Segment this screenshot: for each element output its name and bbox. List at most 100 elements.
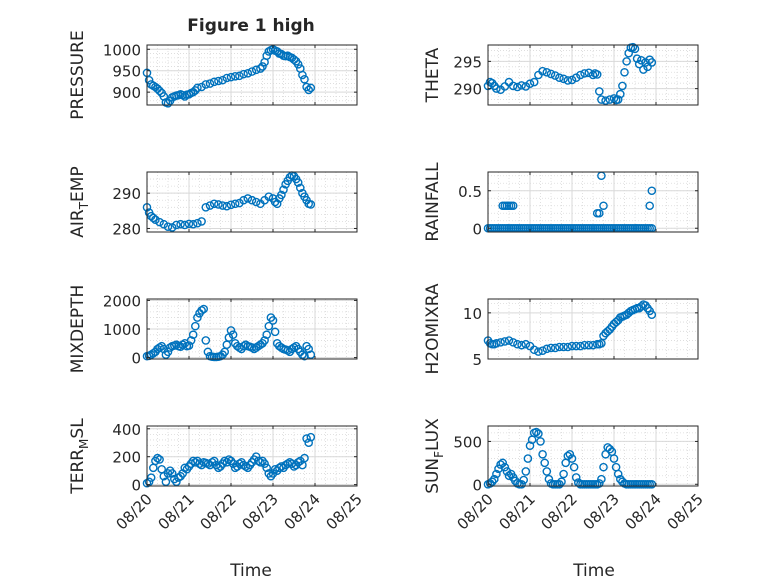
data-point <box>525 79 535 89</box>
subplot-air-temp: 280 290 AIRTEMP <box>68 166 358 238</box>
x-axis-label-left: Time <box>229 561 272 581</box>
y-tick-label: 280 <box>112 220 141 238</box>
y-tick-label: 10 <box>463 305 482 323</box>
data-point <box>167 469 177 478</box>
data-point <box>155 86 164 96</box>
data-point <box>258 62 267 71</box>
data-point <box>567 341 577 351</box>
data-point <box>538 346 547 355</box>
y-axis-label: TERRMSL <box>68 418 91 495</box>
data-point <box>262 51 272 61</box>
data-point <box>521 339 531 349</box>
y-axis-label: H2OMIXRA <box>423 283 443 374</box>
data-point <box>188 219 198 229</box>
data-point <box>538 449 547 459</box>
data-point <box>536 437 545 446</box>
y-tick-label: 0 <box>472 220 482 238</box>
y-tick-label: 2000 <box>103 292 141 310</box>
data-point <box>601 96 610 105</box>
data-point <box>201 336 211 345</box>
y-tick-label: 1000 <box>103 41 141 59</box>
data-point <box>148 213 158 223</box>
data-point <box>293 178 303 187</box>
data-point <box>159 219 169 229</box>
data-point <box>260 459 269 468</box>
data-point <box>180 220 190 230</box>
data-point <box>264 192 274 202</box>
data-point <box>218 75 227 85</box>
data-point <box>155 455 164 464</box>
data-point <box>496 460 505 469</box>
data-point <box>647 186 657 196</box>
data-point <box>628 42 638 52</box>
y-tick-label: 0 <box>131 477 141 495</box>
data-point <box>487 477 497 487</box>
data-point <box>306 200 316 209</box>
data-point <box>155 343 164 352</box>
data-point <box>251 197 261 207</box>
data-point <box>193 218 202 228</box>
axes-box <box>487 44 699 106</box>
data-point <box>163 98 173 108</box>
data-point <box>542 467 552 476</box>
data-point <box>298 350 307 360</box>
data-point <box>304 438 314 448</box>
data-point <box>500 337 510 346</box>
data-point <box>546 343 556 353</box>
data-point <box>298 70 307 80</box>
data-point <box>153 453 162 463</box>
data-point <box>565 449 575 459</box>
data-point <box>508 81 518 91</box>
data-point <box>508 201 518 211</box>
data-point <box>599 201 608 211</box>
data-point <box>517 479 526 489</box>
data-point <box>517 340 526 350</box>
data-point <box>306 83 316 93</box>
data-point <box>504 471 514 481</box>
data-point <box>262 463 272 473</box>
y-tick-label: 0 <box>131 350 141 368</box>
data-point <box>172 477 181 487</box>
data-point <box>540 458 550 468</box>
data-point <box>260 336 269 345</box>
data-point <box>146 473 156 482</box>
data-point <box>517 81 526 90</box>
data-point <box>172 220 181 230</box>
data-point <box>513 82 522 92</box>
data-point <box>567 454 577 463</box>
data-point <box>513 339 522 349</box>
axes-box <box>487 171 699 233</box>
data-point <box>563 342 573 352</box>
subplot-h2omixra: 5 10 H2OMIXRA <box>423 283 699 375</box>
data-point <box>538 66 547 76</box>
data-point <box>293 59 303 69</box>
y-tick-label: 900 <box>112 84 141 102</box>
data-point <box>264 321 274 331</box>
data-point <box>571 341 581 351</box>
data-point <box>180 92 190 101</box>
data-point <box>529 345 539 355</box>
data-point <box>618 81 627 91</box>
data-point <box>550 71 560 80</box>
data-point <box>559 469 568 479</box>
axes-box <box>487 298 699 360</box>
data-point <box>559 342 568 352</box>
data-point <box>605 95 615 104</box>
figure-title: Figure 1 high <box>187 16 315 36</box>
axes-box <box>146 44 358 106</box>
data-point <box>302 434 311 443</box>
data-point <box>576 341 585 351</box>
data-point <box>295 183 305 193</box>
data-point <box>256 64 265 73</box>
data-point <box>588 70 598 80</box>
data-point <box>186 336 196 345</box>
data-point <box>563 76 573 85</box>
data-point <box>569 462 579 472</box>
data-point <box>243 194 253 203</box>
data-point <box>201 202 211 212</box>
data-point <box>557 477 566 487</box>
data-point <box>228 330 238 340</box>
y-tick-label: 400 <box>112 421 141 439</box>
data-point <box>567 75 577 85</box>
data-point <box>555 479 564 489</box>
